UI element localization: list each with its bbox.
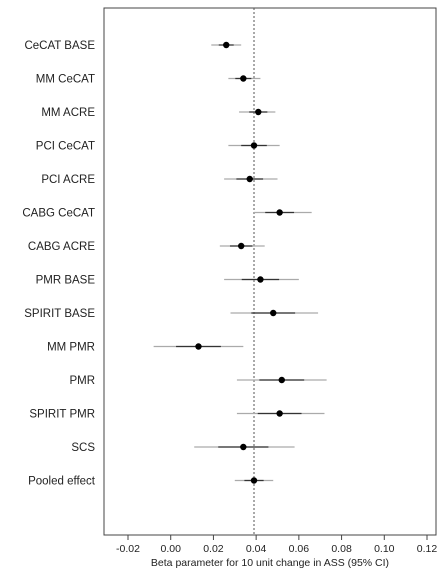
estimate-point <box>223 41 230 49</box>
estimate-point <box>240 75 247 82</box>
estimate-point <box>246 175 253 183</box>
row-label: PCI CeCAT <box>36 141 95 153</box>
x-axis: -0.02 0.00 0.02 0.04 0.06 0.08 0.10 0.12 <box>116 535 437 555</box>
estimate-point <box>255 108 262 116</box>
estimate-point <box>276 410 283 417</box>
row-label: MM ACRE <box>41 107 95 119</box>
row-label: CABG CeCAT <box>22 208 95 220</box>
estimate-point <box>240 443 247 451</box>
estimate-point <box>276 209 283 216</box>
study-rows: CeCAT BASE MM CeCAT MM ACRE PCI CeCAT PCI AC… <box>22 40 327 488</box>
plot-frame <box>103 7 437 536</box>
row-label: SPIRIT BASE <box>24 308 95 320</box>
x-tick-label: -0.02 <box>116 543 140 555</box>
estimate-point <box>237 242 245 250</box>
row-label: PMR BASE <box>36 275 96 287</box>
x-axis-title: Beta parameter for 10 unit change in ASS… <box>151 557 389 569</box>
row-label: CeCAT BASE <box>24 40 95 52</box>
estimate-point <box>270 309 277 317</box>
row-label: PMR <box>69 375 95 387</box>
x-tick-label: 0.06 <box>289 543 310 555</box>
row-label: MM CeCAT <box>36 74 95 86</box>
x-tick-label: 0.02 <box>203 543 224 555</box>
estimate-point <box>250 142 258 149</box>
x-tick-label: 0.10 <box>374 543 395 555</box>
estimate-point <box>250 477 258 484</box>
row-label: SCS <box>71 442 95 454</box>
row-label: MM PMR <box>47 342 95 354</box>
x-tick-label: 0.12 <box>417 543 438 555</box>
estimate-point <box>195 343 202 350</box>
x-tick-label: 0.00 <box>160 543 181 555</box>
estimate-point <box>257 276 264 283</box>
x-tick-label: 0.04 <box>246 543 267 555</box>
row-label: CABG ACRE <box>28 241 95 253</box>
row-label: Pooled effect <box>28 476 96 488</box>
x-tick-label: 0.08 <box>331 543 352 555</box>
row-label: PCI ACRE <box>41 174 95 186</box>
row-label: SPIRIT PMR <box>29 409 95 421</box>
estimate-point <box>278 376 285 384</box>
